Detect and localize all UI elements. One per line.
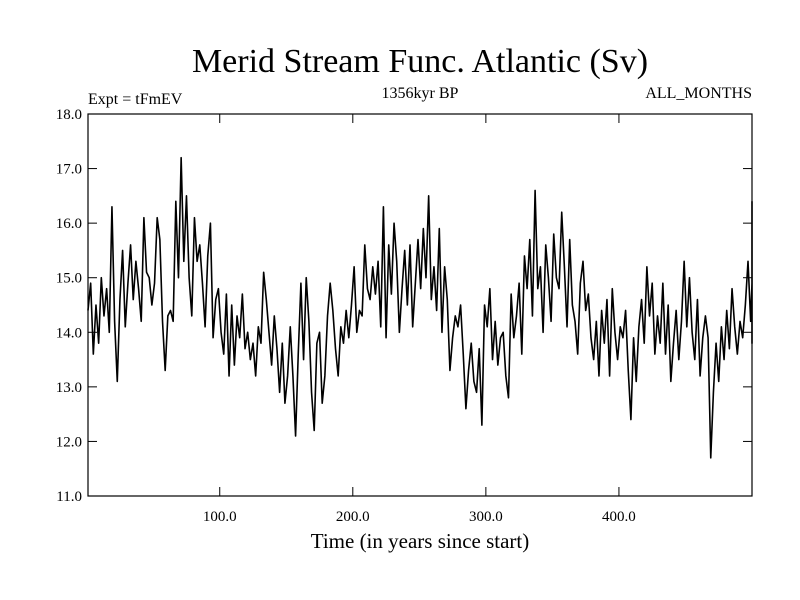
x-tick-label: 200.0	[336, 509, 370, 525]
x-tick-label: 300.0	[469, 509, 503, 525]
x-tick-label: 100.0	[203, 509, 237, 525]
y-tick-label: 17.0	[56, 162, 82, 178]
experiment-label: Expt = tFmEV	[88, 91, 183, 108]
x-axis-label: Time (in years since start)	[311, 529, 530, 553]
y-tick-label: 13.0	[56, 380, 82, 396]
months-label: ALL_MONTHS	[645, 85, 752, 102]
chart-title: Merid Stream Func. Atlantic (Sv)	[192, 43, 648, 80]
y-tick-label: 11.0	[56, 489, 82, 505]
y-tick-label: 14.0	[56, 325, 82, 341]
y-tick-label: 18.0	[56, 107, 82, 123]
y-tick-label: 12.0	[56, 434, 82, 450]
y-axis-ticks: 11.0 12.0 13.0 14.0 15.0 16.0 17.0 18.0	[56, 107, 752, 505]
period-label: 1356kyr BP	[382, 85, 459, 102]
y-tick-label: 15.0	[56, 271, 82, 287]
series-line-tFmEV	[87, 156, 753, 459]
x-axis-ticks: 100.0 200.0 300.0 400.0	[203, 114, 636, 525]
x-tick-label: 400.0	[602, 509, 636, 525]
y-tick-label: 16.0	[56, 216, 82, 232]
